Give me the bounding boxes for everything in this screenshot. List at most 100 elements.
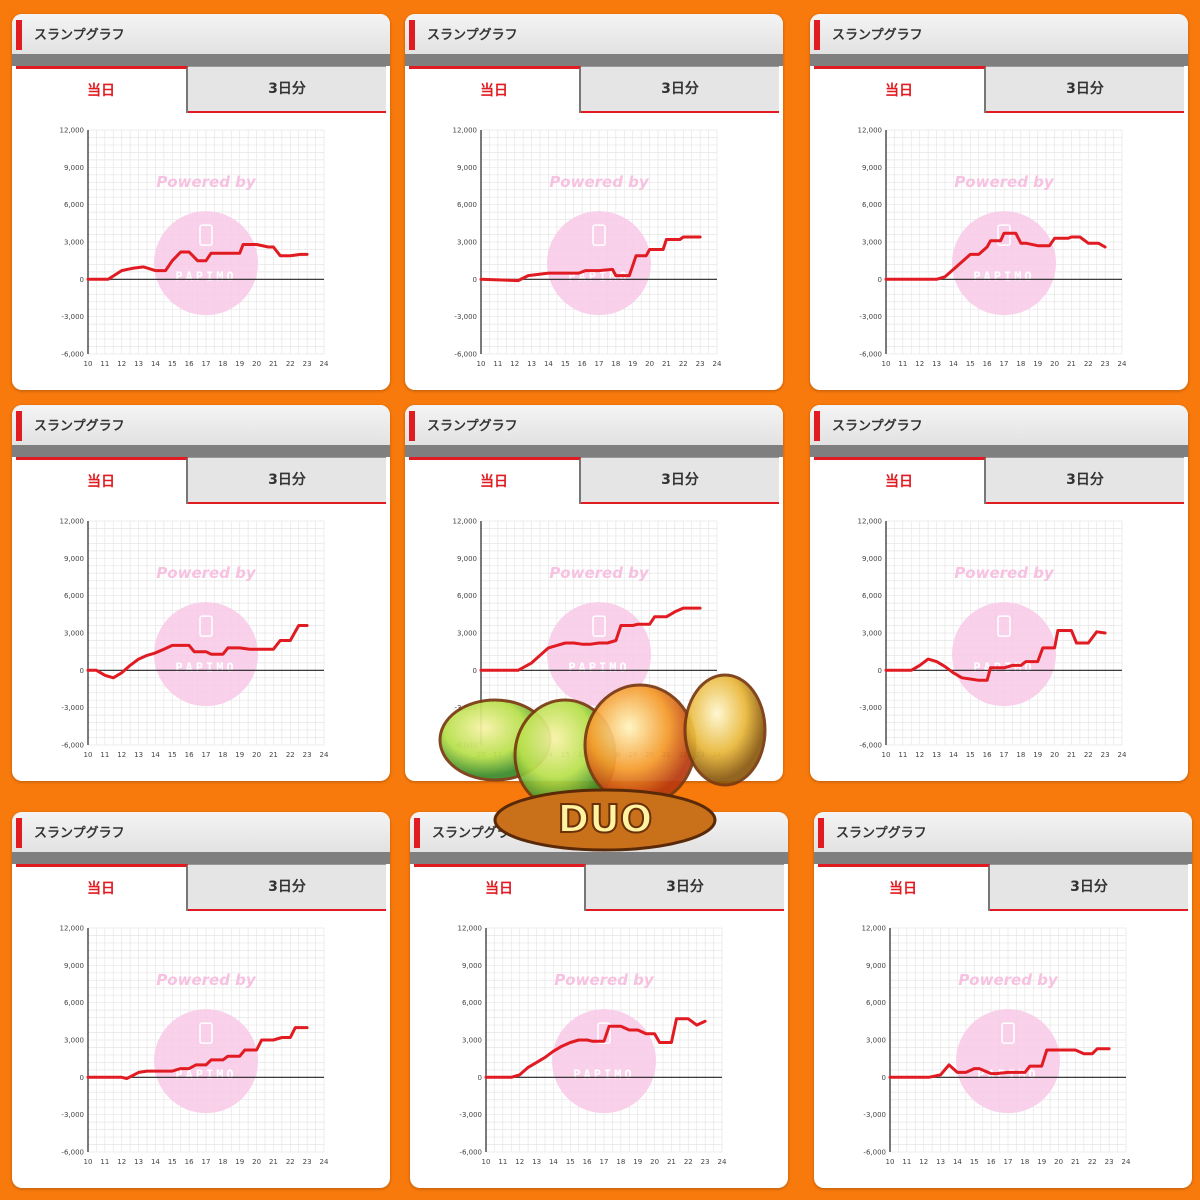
- y-tick-label: -3,000: [859, 313, 882, 321]
- y-tick-label: 0: [80, 1074, 84, 1082]
- tab-today[interactable]: 当日: [16, 66, 188, 113]
- y-tick-label: 0: [473, 276, 477, 284]
- tab-3days[interactable]: 3日分: [581, 66, 779, 113]
- x-tick-label: 19: [235, 1158, 244, 1166]
- x-tick-label: 11: [898, 360, 907, 368]
- tab-3days[interactable]: 3日分: [986, 66, 1184, 113]
- x-tick-label: 23: [1101, 360, 1110, 368]
- y-tick-label: 3,000: [462, 1037, 482, 1045]
- y-tick-label: 6,000: [457, 592, 477, 600]
- y-tick-label: 12,000: [453, 127, 478, 135]
- x-tick-label: 18: [1016, 360, 1025, 368]
- watermark-device-icon: [597, 1022, 611, 1044]
- x-tick-label: 14: [949, 360, 958, 368]
- watermark-powered-text: Powered by: [958, 971, 1059, 989]
- y-tick-label: 9,000: [462, 962, 482, 970]
- panel-title: スランプグラフ: [427, 419, 518, 434]
- x-tick-label: 21: [662, 360, 671, 368]
- y-tick-label: 12,000: [60, 925, 85, 933]
- slump-chart: Powered byPAPIMO12,0009,0006,0003,0000-3…: [60, 925, 329, 1167]
- x-tick-label: 12: [515, 1158, 524, 1166]
- tab-3days[interactable]: 3日分: [188, 66, 386, 113]
- y-tick-label: 9,000: [64, 555, 84, 563]
- x-tick-label: 16: [185, 1158, 194, 1166]
- panel-title: スランプグラフ: [34, 826, 125, 841]
- slump-graph-panel: スランプグラフ 当日 3日分 Powered by PAPIMO 12,000 9,0…: [12, 405, 390, 781]
- tab-bar: 当日 3日分: [810, 66, 1188, 113]
- y-tick-label: -3,000: [859, 704, 882, 712]
- x-tick-label: 23: [303, 1158, 312, 1166]
- slump-chart: Powered byPAPIMO12,0009,0006,0003,0000-3…: [858, 127, 1127, 369]
- tab-today[interactable]: 当日: [414, 864, 586, 911]
- slump-graph-panel: スランプグラフ 当日 3日分 Powered by PAPIMO 12,000 9,0…: [405, 14, 783, 390]
- y-tick-label: 12,000: [60, 127, 85, 135]
- tab-today[interactable]: 当日: [409, 66, 581, 113]
- y-tick-label: 0: [473, 667, 477, 675]
- tab-3days[interactable]: 3日分: [188, 864, 386, 911]
- x-tick-label: 13: [527, 360, 536, 368]
- slump-chart: Powered byPAPIMO12,0009,0006,0003,0000-3…: [862, 925, 1131, 1167]
- tab-today[interactable]: 当日: [818, 864, 990, 911]
- watermark-powered-text: Powered by: [156, 564, 257, 582]
- tab-today[interactable]: 当日: [409, 457, 581, 504]
- x-tick-label: 23: [696, 360, 705, 368]
- x-tick-label: 15: [566, 1158, 575, 1166]
- x-tick-label: 21: [269, 360, 278, 368]
- y-tick-label: 9,000: [862, 555, 882, 563]
- tab-3days[interactable]: 3日分: [586, 864, 784, 911]
- x-tick-label: 14: [151, 1158, 160, 1166]
- x-tick-label: 17: [202, 1158, 211, 1166]
- x-tick-label: 24: [320, 360, 329, 368]
- x-tick-label: 20: [1054, 1158, 1063, 1166]
- x-tick-label: 21: [269, 1158, 278, 1166]
- watermark-device-icon: [199, 615, 213, 637]
- x-tick-label: 17: [595, 360, 604, 368]
- header-accent-bar: [818, 818, 824, 848]
- x-tick-label: 11: [100, 360, 109, 368]
- y-tick-label: 3,000: [457, 630, 477, 638]
- watermark-device-icon: [997, 224, 1011, 246]
- x-tick-label: 19: [1033, 360, 1042, 368]
- y-tick-label: 0: [80, 667, 84, 675]
- x-tick-label: 13: [134, 1158, 143, 1166]
- slump-chart: Powered byPAPIMO12,0009,0006,0003,0000-3…: [60, 518, 329, 760]
- tab-bar: 当日 3日分: [12, 457, 390, 504]
- tab-3days[interactable]: 3日分: [188, 457, 386, 504]
- x-tick-label: 22: [286, 751, 295, 759]
- x-tick-label: 24: [320, 1158, 329, 1166]
- x-tick-label: 11: [100, 1158, 109, 1166]
- x-tick-label: 11: [493, 360, 502, 368]
- panel-header: スランプグラフ: [814, 812, 1192, 864]
- y-tick-label: 3,000: [862, 630, 882, 638]
- y-tick-label: 0: [478, 1074, 482, 1082]
- y-tick-label: 6,000: [457, 201, 477, 209]
- tab-today[interactable]: 当日: [814, 66, 986, 113]
- x-tick-label: 20: [1050, 360, 1059, 368]
- x-tick-label: 23: [701, 1158, 710, 1166]
- panel-title: スランプグラフ: [34, 28, 125, 43]
- tab-3days[interactable]: 3日分: [986, 457, 1184, 504]
- slump-chart: Powered byPAPIMO12,0009,0006,0003,0000-3…: [858, 518, 1127, 760]
- y-tick-label: 3,000: [64, 239, 84, 247]
- y-tick-label: 3,000: [866, 1037, 886, 1045]
- duo-logo-text: DUO: [558, 797, 653, 841]
- x-tick-label: 19: [633, 1158, 642, 1166]
- tab-today[interactable]: 当日: [16, 457, 188, 504]
- tab-3days[interactable]: 3日分: [990, 864, 1188, 911]
- x-tick-label: 11: [902, 1158, 911, 1166]
- x-tick-label: 19: [235, 751, 244, 759]
- x-tick-label: 22: [684, 1158, 693, 1166]
- watermark-device-icon: [592, 615, 606, 637]
- x-tick-label: 15: [168, 1158, 177, 1166]
- slump-line: [484, 1017, 707, 1079]
- tab-3days[interactable]: 3日分: [581, 457, 779, 504]
- y-tick-label: -3,000: [61, 313, 84, 321]
- tab-today[interactable]: 当日: [814, 457, 986, 504]
- watermark-powered-text: Powered by: [156, 173, 257, 191]
- y-tick-label: -3,000: [863, 1111, 886, 1119]
- x-tick-label: 23: [303, 751, 312, 759]
- tab-bar: 当日 3日分: [410, 864, 788, 911]
- x-tick-label: 24: [718, 1158, 727, 1166]
- tab-today[interactable]: 当日: [16, 864, 188, 911]
- y-tick-label: 6,000: [866, 999, 886, 1007]
